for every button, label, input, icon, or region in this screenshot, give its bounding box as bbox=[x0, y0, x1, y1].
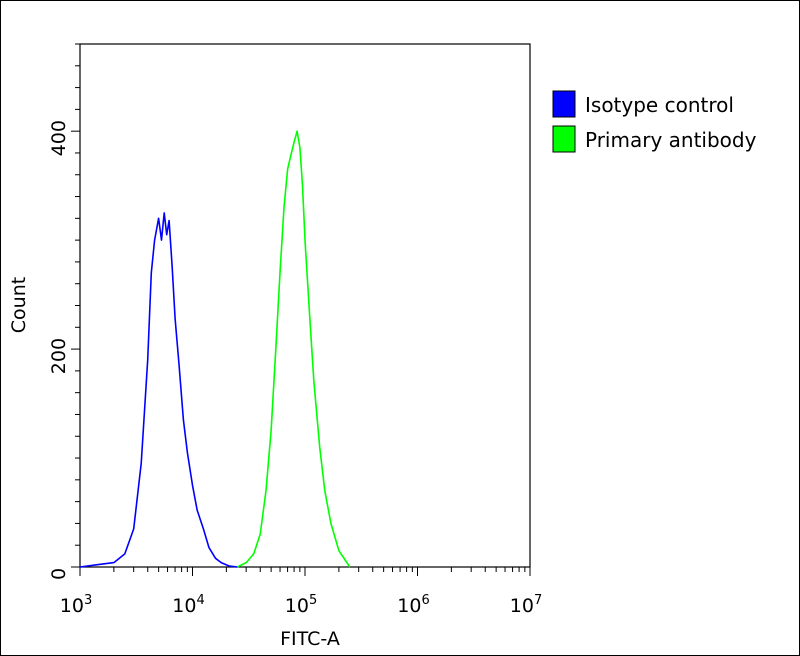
series-layer bbox=[79, 130, 351, 568]
legend-swatch-primary-antibody bbox=[552, 125, 576, 153]
legend-label-primary-antibody: Primary antibody bbox=[585, 128, 757, 152]
axes: 0 200 400 103 104 105 106 107 bbox=[48, 43, 542, 617]
y-tick-label: 400 bbox=[48, 120, 70, 156]
x-axis-title: FITC-A bbox=[280, 628, 340, 650]
x-tick-label: 106 bbox=[397, 593, 429, 617]
legend-swatch-isotype-control bbox=[552, 90, 576, 118]
y-tick-label: 200 bbox=[48, 338, 70, 374]
x-tick-label: 105 bbox=[285, 593, 317, 617]
series-line-isotype-control bbox=[79, 212, 238, 568]
x-tick-label: 103 bbox=[60, 593, 92, 617]
x-tick-label: 104 bbox=[172, 593, 204, 617]
series-line-primary-antibody bbox=[236, 130, 351, 568]
x-tick-label: 107 bbox=[510, 593, 542, 617]
legend-label-isotype-control: Isotype control bbox=[585, 93, 734, 117]
legend: Isotype control Primary antibody bbox=[552, 90, 757, 153]
y-tick-label: 0 bbox=[48, 568, 70, 580]
plot-area bbox=[79, 43, 531, 568]
y-axis-title: Count bbox=[8, 277, 30, 333]
